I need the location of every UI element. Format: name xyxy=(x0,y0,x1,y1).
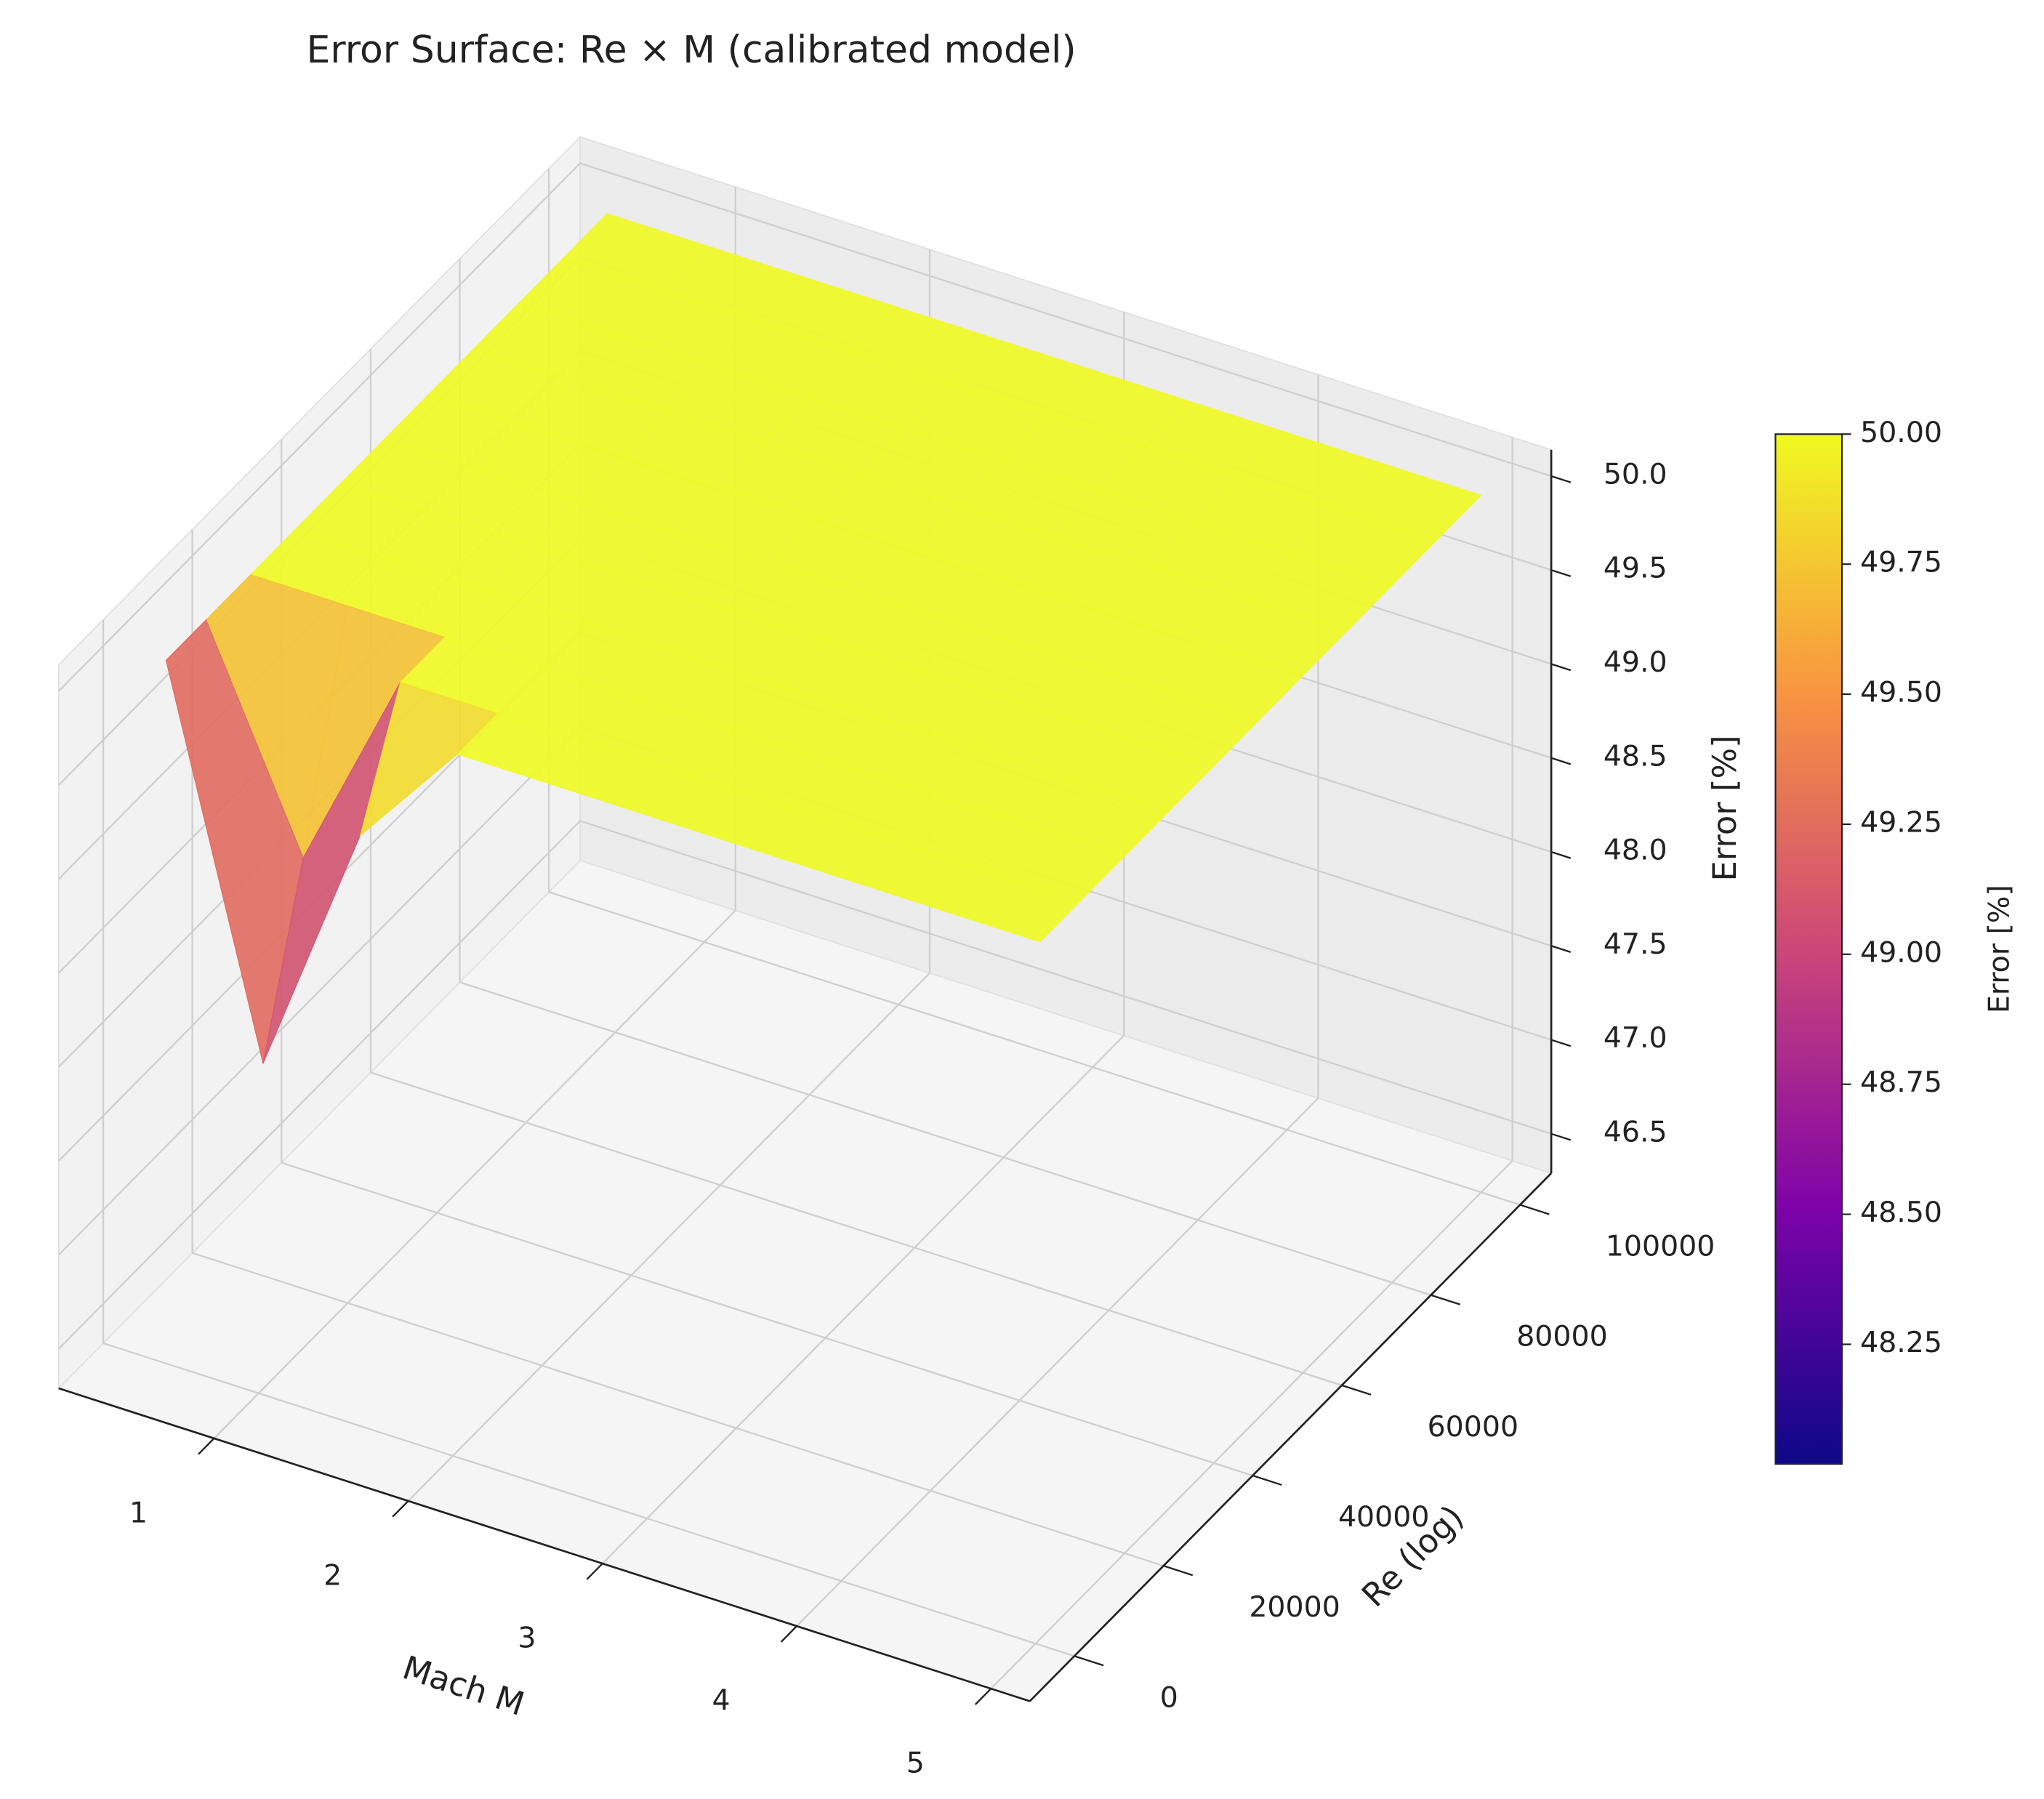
colorbar-tick-label: 48.50 xyxy=(1860,1196,1942,1229)
tick-mark xyxy=(1550,757,1572,765)
grid-line xyxy=(370,1071,1343,1386)
tick-mark xyxy=(974,1688,992,1705)
tick-mark xyxy=(1550,850,1572,859)
colorbar-label: Error [%] xyxy=(1982,885,2016,1013)
grid-line xyxy=(192,1252,1164,1567)
colorbar xyxy=(1774,433,1843,1465)
colorbar-tick-label: 48.75 xyxy=(1860,1066,1942,1099)
grid-line xyxy=(579,820,1552,1135)
z-tick-label: 50.0 xyxy=(1604,457,1667,491)
y-tick-label: 80000 xyxy=(1516,1320,1607,1353)
y-tick-label: 60000 xyxy=(1428,1410,1518,1444)
colorbar-tick-label: 49.25 xyxy=(1860,805,1942,839)
grid-line xyxy=(407,972,930,1502)
tick-mark xyxy=(392,1500,409,1518)
grid-line xyxy=(459,981,1431,1296)
z-tick-label: 48.5 xyxy=(1604,739,1667,773)
tick-mark xyxy=(1519,1204,1550,1215)
tick-mark xyxy=(1074,1655,1104,1667)
tick-mark xyxy=(1163,1565,1194,1577)
y-tick-label: 100000 xyxy=(1606,1230,1715,1263)
z-tick-label: 47.5 xyxy=(1604,927,1667,961)
grid-line xyxy=(281,1162,1253,1477)
grid-line xyxy=(579,162,1552,478)
grid-line xyxy=(213,909,736,1439)
y-tick-label: 0 xyxy=(1160,1681,1178,1714)
colorbar-tick-label: 49.75 xyxy=(1860,546,1942,579)
colorbar-tick-label: 50.00 xyxy=(1860,416,1942,449)
tick-mark xyxy=(1550,1039,1572,1047)
z-axis-label: Error [%] xyxy=(1705,735,1744,881)
tick-mark xyxy=(1431,1294,1461,1305)
x-tick-label: 4 xyxy=(712,1684,731,1718)
z-tick-label: 49.0 xyxy=(1604,645,1667,679)
grid-line xyxy=(102,1342,1075,1657)
tick-mark xyxy=(1550,475,1572,483)
x-axis xyxy=(58,1387,1031,1702)
tick-mark xyxy=(1550,945,1572,954)
grid-line xyxy=(57,820,581,1350)
tick-mark xyxy=(198,1438,215,1455)
grid-line xyxy=(796,1097,1319,1627)
colorbar-tick-label: 48.25 xyxy=(1860,1326,1942,1359)
grid-line xyxy=(548,891,1521,1206)
tick-mark xyxy=(586,1563,603,1580)
colorbar-tick-label: 49.50 xyxy=(1860,676,1942,709)
grid-line xyxy=(990,1160,1513,1690)
tick-mark xyxy=(1550,569,1572,577)
z-tick-label: 48.0 xyxy=(1604,834,1667,867)
grid-line xyxy=(602,1034,1125,1564)
x-tick-label: 5 xyxy=(906,1747,925,1780)
tick-mark xyxy=(1550,663,1572,672)
tick-mark xyxy=(780,1625,797,1643)
tick-mark xyxy=(1341,1384,1372,1396)
x-axis-label: Mach M xyxy=(398,1648,529,1723)
x-tick-label: 1 xyxy=(129,1496,148,1529)
chart-title: Error Surface: Re × M (calibrated model) xyxy=(306,28,1076,72)
surface-patch xyxy=(942,869,1081,943)
y-tick-label: 20000 xyxy=(1249,1590,1340,1624)
z-tick-label: 47.0 xyxy=(1604,1021,1667,1055)
grid-line xyxy=(57,162,581,692)
tick-mark xyxy=(1550,1132,1572,1141)
grid-line xyxy=(57,726,581,1256)
x-tick-label: 3 xyxy=(518,1621,536,1654)
z-tick-label: 46.5 xyxy=(1604,1115,1667,1148)
z-tick-label: 49.5 xyxy=(1604,552,1667,585)
x-tick-label: 2 xyxy=(323,1558,342,1592)
tick-mark xyxy=(1252,1474,1282,1486)
colorbar-tick-label: 49.00 xyxy=(1860,935,1942,969)
y-axis xyxy=(1029,1172,1553,1702)
y-tick-label: 40000 xyxy=(1338,1500,1429,1534)
